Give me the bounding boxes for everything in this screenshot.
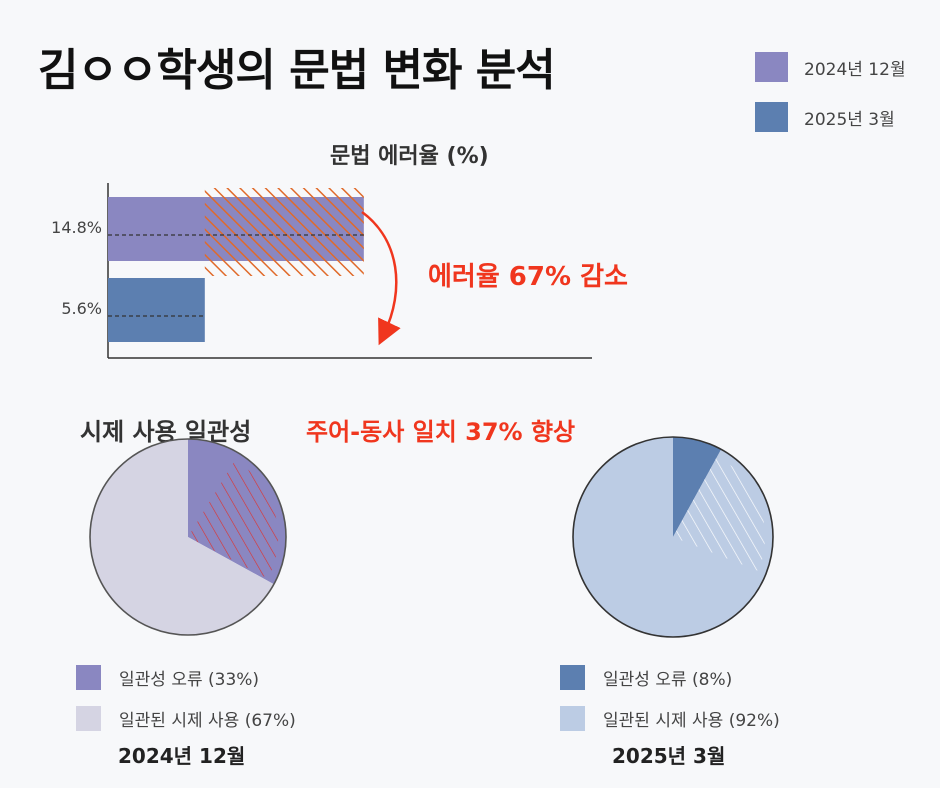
pie-legend-swatch bbox=[560, 706, 585, 731]
top-legend: 2024년 12월 2025년 3월 bbox=[755, 52, 906, 152]
pie-chart-2024 bbox=[89, 438, 287, 636]
pie-legend-item: 일관성 오류 (33%) bbox=[76, 664, 296, 691]
legend-item-mar-2025: 2025년 3월 bbox=[755, 102, 906, 132]
pie-legend-2024: 일관성 오류 (33%) 일관된 시제 사용 (67%) bbox=[76, 664, 296, 746]
pie-date-label-2024: 2024년 12월 bbox=[118, 744, 246, 768]
bar-value-label: 14.8% bbox=[51, 218, 102, 237]
page-title: 김ㅇㅇ학생의 문법 변화 분석 bbox=[38, 45, 556, 96]
reduction-arrow-icon bbox=[361, 210, 401, 346]
pie-outline bbox=[572, 436, 774, 638]
pie-slice-1 bbox=[673, 437, 722, 537]
pie-legend-label: 일관성 오류 (33%) bbox=[119, 670, 260, 690]
pie-hatch-highlight bbox=[188, 460, 279, 579]
bar-chart-title: 문법 에러율 (%) bbox=[330, 144, 489, 169]
bar-value-label: 5.6% bbox=[61, 299, 102, 318]
pie-hatch-highlight bbox=[673, 456, 765, 572]
legend-label-dec-2024: 2024년 12월 bbox=[804, 59, 906, 80]
bar-chart: 14.8% 5.6% bbox=[51, 183, 592, 359]
pie-legend-swatch bbox=[76, 665, 101, 690]
legend-item-dec-2024: 2024년 12월 bbox=[755, 52, 906, 82]
pie-legend-item: 일관된 시제 사용 (92%) bbox=[560, 705, 780, 732]
pie-legend-label: 일관성 오류 (8%) bbox=[603, 670, 733, 690]
pie-date-label-2025: 2025년 3월 bbox=[612, 744, 726, 768]
pie-legend-swatch bbox=[76, 706, 101, 731]
pie-legend-item: 일관성 오류 (8%) bbox=[560, 664, 780, 691]
pie-legend-2025: 일관성 오류 (8%) 일관된 시제 사용 (92%) bbox=[560, 664, 780, 746]
pie-legend-swatch bbox=[560, 665, 585, 690]
pie-chart-2025 bbox=[572, 436, 774, 638]
reduction-hatch-area bbox=[204, 188, 364, 276]
pie-slice-2 bbox=[89, 439, 274, 635]
pie-legend-label: 일관된 시제 사용 (67%) bbox=[119, 711, 296, 731]
consistency-improvement-annotation: 주어-동사 일치 37% 향상 bbox=[306, 418, 576, 446]
bar-2 bbox=[108, 278, 205, 342]
pie-legend-label: 일관된 시제 사용 (92%) bbox=[603, 711, 780, 731]
pie-outline bbox=[89, 438, 287, 636]
legend-swatch-dec-2024 bbox=[755, 52, 788, 82]
legend-label-mar-2025: 2025년 3월 bbox=[804, 109, 895, 130]
error-reduction-annotation: 에러율 67% 감소 bbox=[428, 262, 628, 292]
pie-legend-item: 일관된 시제 사용 (67%) bbox=[76, 705, 296, 732]
legend-swatch-mar-2025 bbox=[755, 102, 788, 132]
